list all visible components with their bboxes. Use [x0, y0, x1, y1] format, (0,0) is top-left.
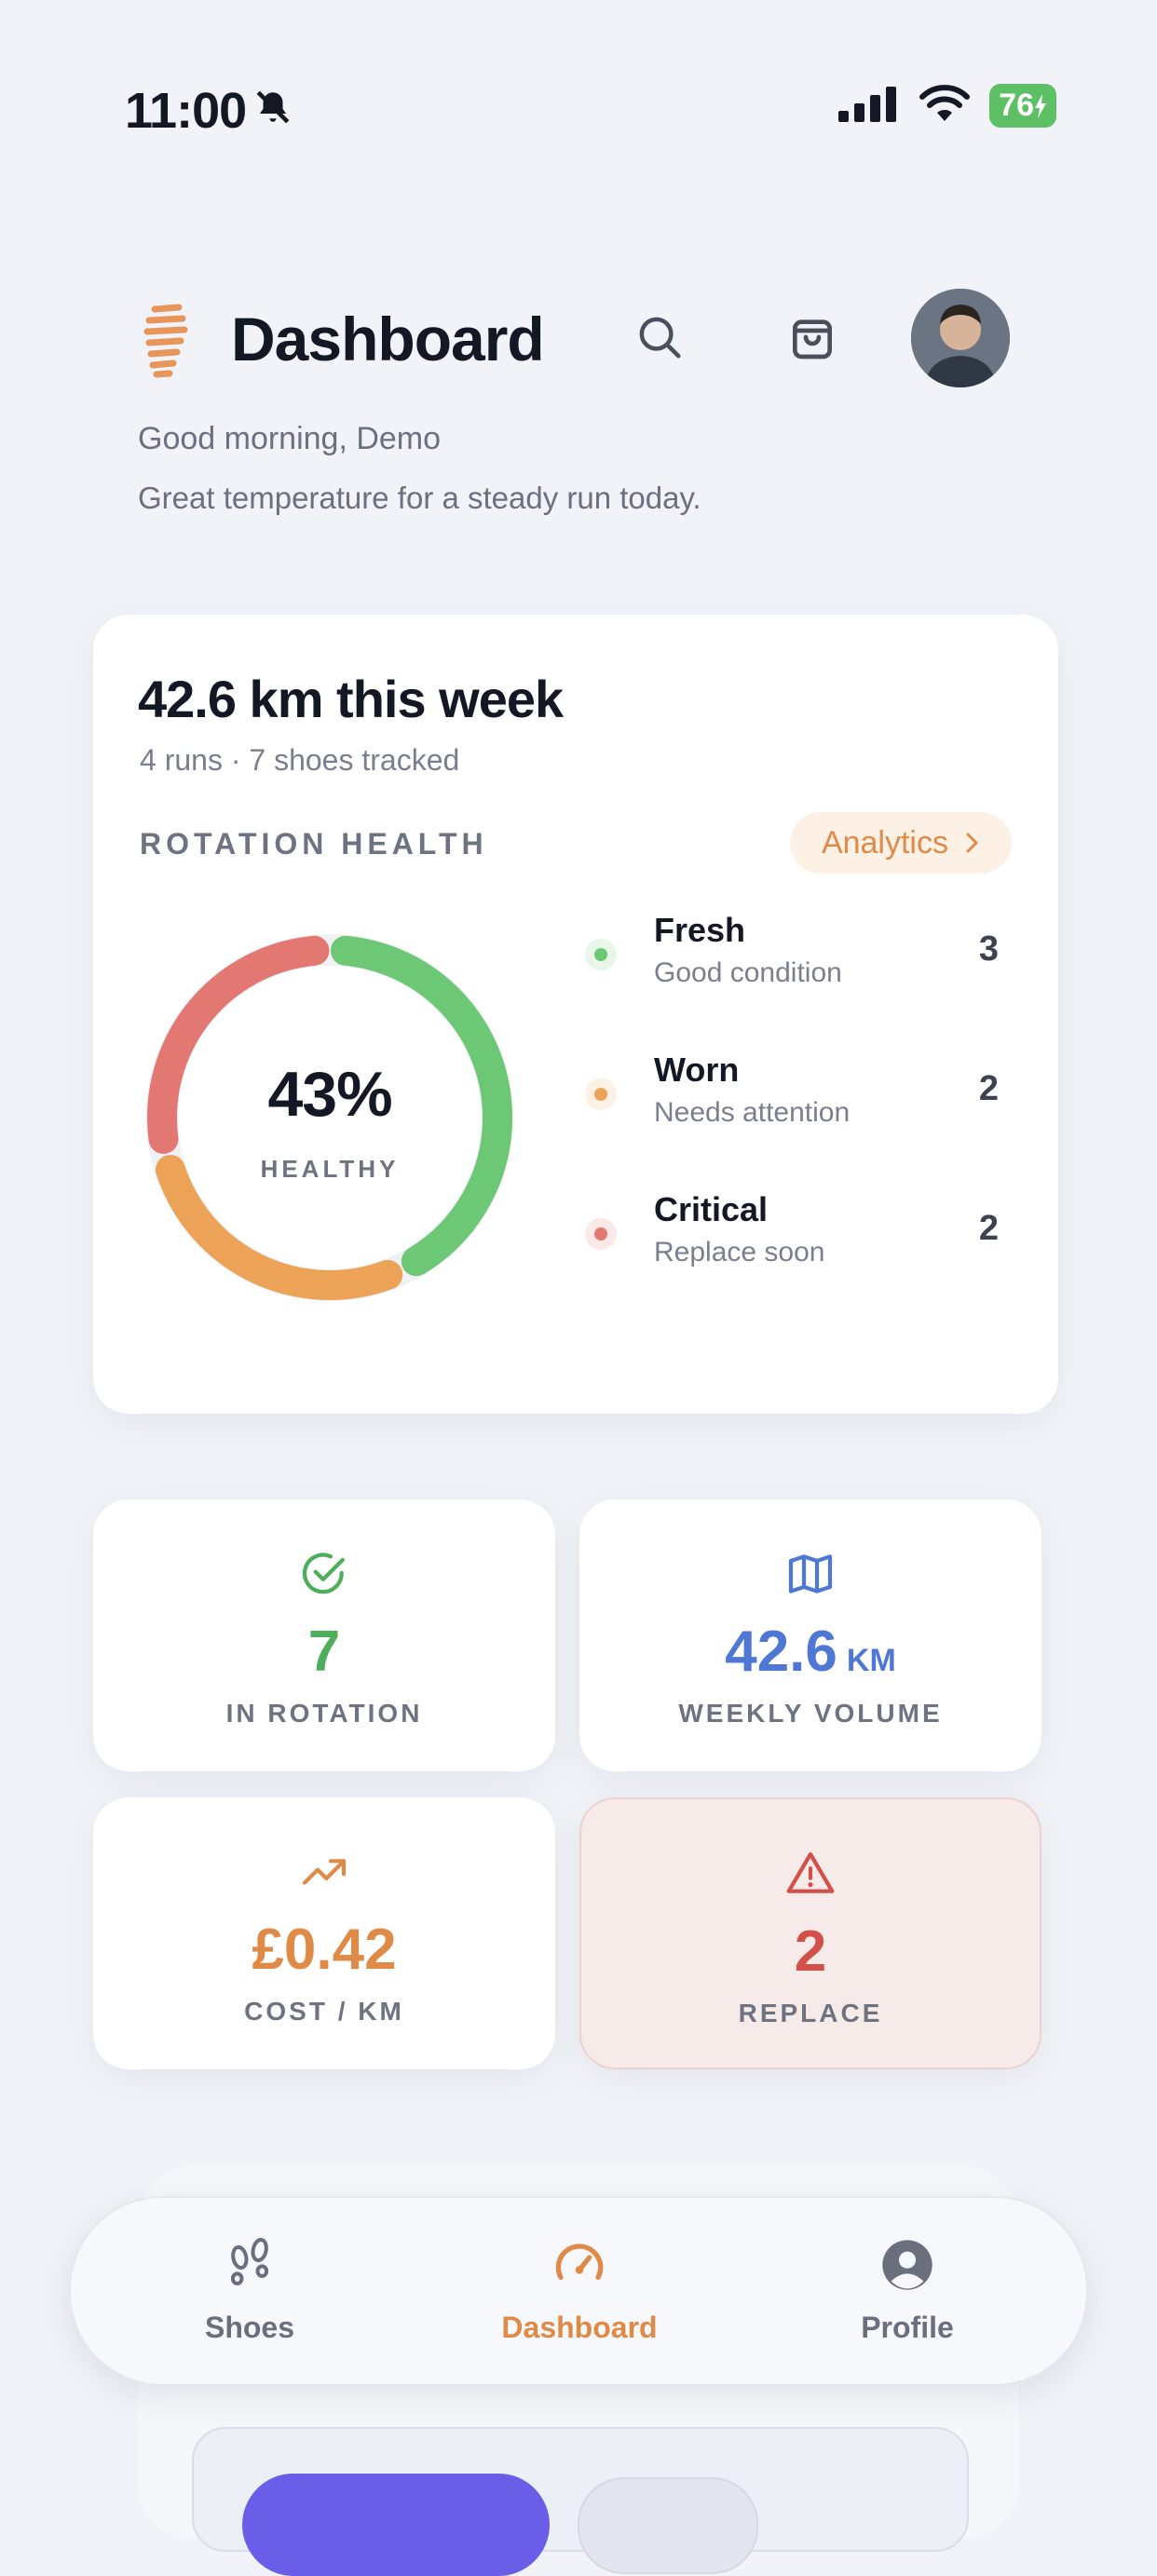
critical-count: 2: [978, 1209, 999, 1248]
trending-up-icon: [93, 1846, 555, 1898]
weekly-volume-value: 42.6 KM: [725, 1620, 896, 1684]
greeting-text: Good morning, Demo: [138, 421, 442, 456]
silent-bell-icon: [253, 82, 293, 140]
wifi-icon: [919, 84, 971, 128]
signal-icon: [838, 85, 900, 127]
shopping-bag-icon: [793, 319, 832, 359]
weekly-distance-headline: 42.6 km this week: [138, 670, 564, 728]
rotation-health-label: ROTATION HEALTH: [140, 827, 488, 861]
healthy-percent: 43%: [267, 1059, 392, 1130]
in-rotation-value: 7: [307, 1620, 341, 1684]
footprints-icon: [230, 2237, 269, 2285]
status-indicators: 76: [838, 84, 1056, 128]
legend-critical: Critical Replace soon 2: [585, 1190, 1010, 1293]
weather-message: Great temperature for a steady run today…: [138, 481, 701, 515]
fresh-count: 3: [978, 929, 999, 969]
battery-indicator: 76: [989, 84, 1056, 128]
donut-segment-fresh: [147, 935, 512, 1300]
fresh-dot: [585, 939, 617, 970]
weekly-volume-label: WEEKLY VOLUME: [678, 1699, 943, 1728]
check-circle-icon: [93, 1548, 555, 1600]
stat-in-rotation[interactable]: 7 IN ROTATION: [93, 1499, 555, 1771]
chevron-right-icon: [966, 833, 978, 853]
worn-label: Worn: [654, 1051, 740, 1089]
segment-secondary-button[interactable]: [578, 2477, 758, 2574]
battery-level: 76: [999, 88, 1034, 123]
nav-shoes[interactable]: Shoes: [129, 2235, 371, 2345]
stat-weekly-volume[interactable]: 42.6 KM WEEKLY VOLUME: [579, 1499, 1041, 1771]
weekly-summary-card: 42.6 km this week 4 runs · 7 shoes track…: [93, 615, 1058, 1414]
nav-dashboard[interactable]: Dashboard: [458, 2235, 701, 2345]
critical-label: Critical: [654, 1190, 769, 1228]
analytics-label: Analytics: [821, 824, 948, 861]
worn-dot: [585, 1078, 617, 1110]
nav-profile[interactable]: Profile: [786, 2235, 1028, 2345]
in-rotation-label: IN ROTATION: [225, 1699, 423, 1728]
worn-description: Needs attention: [654, 1097, 851, 1128]
shop-button[interactable]: [784, 309, 840, 365]
stat-cost-per-km[interactable]: £0.42 COST / KM: [93, 1797, 555, 2069]
speedometer-icon: [555, 2244, 604, 2280]
rotation-health-donut: [146, 934, 513, 1301]
search-button[interactable]: [632, 309, 687, 365]
stat-replace[interactable]: 2 REPLACE: [579, 1797, 1041, 2069]
healthy-caption: HEALTHY: [260, 1155, 400, 1183]
charging-bolt-icon: [1035, 93, 1046, 118]
critical-description: Replace soon: [654, 1237, 825, 1268]
user-circle-icon: [882, 2240, 932, 2290]
legend-worn: Worn Needs attention 2: [585, 1051, 1010, 1153]
nav-profile-label: Profile: [861, 2311, 954, 2344]
cost-per-km-label: COST / KM: [244, 1997, 404, 2026]
avatar[interactable]: [911, 289, 1010, 387]
time-label: 11:00: [125, 83, 247, 139]
map-icon: [579, 1548, 1041, 1600]
search-icon: [639, 317, 681, 359]
replace-value: 2: [794, 1919, 827, 1984]
page-title: Dashboard: [231, 305, 545, 373]
nav-dashboard-label: Dashboard: [501, 2311, 658, 2344]
nav-shoes-label: Shoes: [204, 2311, 295, 2344]
bottom-nav: Shoes Dashboard Profile: [69, 2196, 1088, 2386]
donut-segment-critical: [147, 935, 512, 1300]
worn-count: 2: [978, 1069, 999, 1108]
segment-primary-button[interactable]: [242, 2474, 550, 2576]
status-time: 11:00: [125, 82, 293, 140]
analytics-button[interactable]: Analytics: [789, 812, 1012, 874]
critical-dot: [585, 1218, 617, 1250]
weekly-subline: 4 runs · 7 shoes tracked: [140, 743, 460, 777]
warning-icon: [581, 1848, 1040, 1900]
fresh-label: Fresh: [654, 911, 746, 949]
avatar-image: [911, 289, 1010, 387]
replace-label: REPLACE: [738, 1999, 883, 2027]
donut-segment-worn: [147, 935, 512, 1300]
fresh-description: Good condition: [654, 957, 842, 988]
cost-per-km-value: £0.42: [252, 1918, 397, 1982]
legend-fresh: Fresh Good condition 3: [585, 911, 1010, 1013]
app-logo-footprint-icon: [138, 300, 194, 385]
weekly-volume-unit: KM: [846, 1643, 896, 1678]
segmented-control: [192, 2427, 969, 2576]
